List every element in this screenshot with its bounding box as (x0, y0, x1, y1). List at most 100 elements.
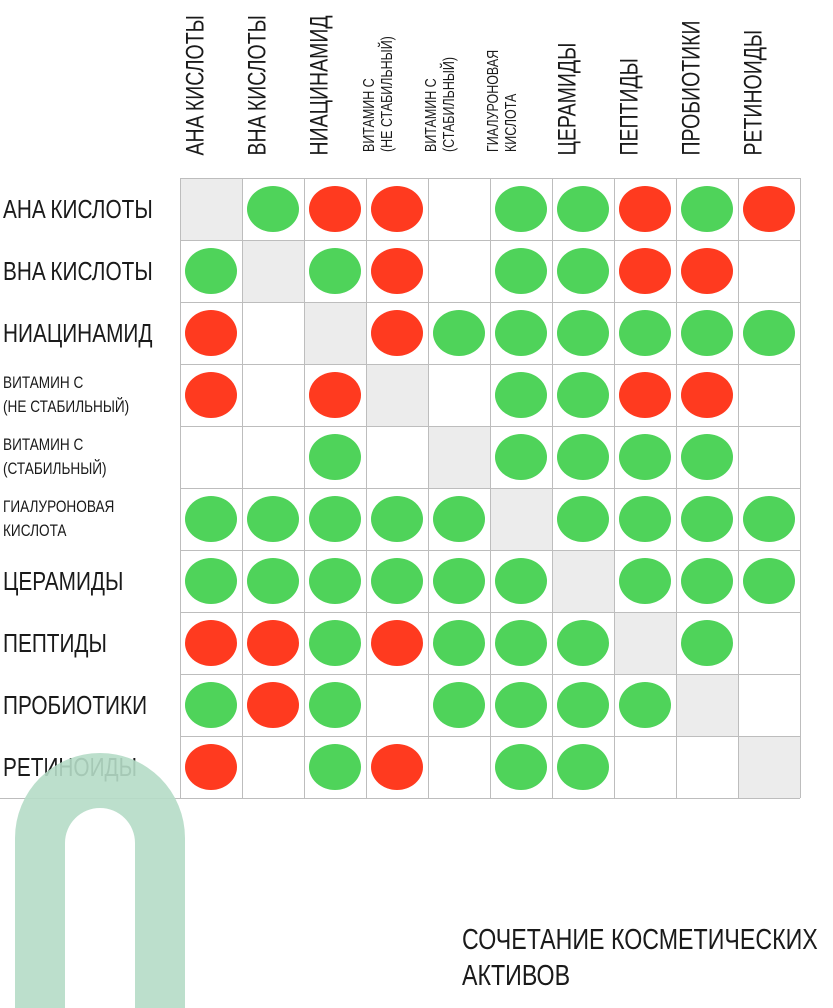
grid-cell (676, 612, 738, 674)
compatible-dot (309, 434, 361, 480)
compatible-dot (557, 496, 609, 542)
grid-cell (180, 302, 242, 364)
row-header-label: НИАЦИНАМИД (3, 317, 153, 348)
grid-cell (180, 488, 242, 550)
compatible-dot (433, 682, 485, 728)
grid-cell (304, 178, 366, 240)
grid-cell (242, 426, 304, 488)
row-header-label: ПРОБИОТИКИ (3, 689, 148, 720)
compatible-dot (309, 248, 361, 294)
diagonal-cell (490, 488, 552, 550)
compatible-dot (433, 496, 485, 542)
grid-cell (366, 736, 428, 798)
row-header-label: AHA КИСЛОТЫ (3, 193, 153, 224)
grid-cell (614, 426, 676, 488)
grid-cell (614, 240, 676, 302)
footer-title-line-2: АКТИВОВ (462, 960, 571, 992)
compatible-dot (619, 434, 671, 480)
row-header: ГИАЛУРОНОВАЯ КИСЛОТА (3, 488, 178, 550)
grid-cell (738, 674, 800, 736)
grid-cell (242, 364, 304, 426)
grid-cell (676, 488, 738, 550)
grid-cell (614, 488, 676, 550)
grid-cell (366, 178, 428, 240)
diagonal-cell (180, 178, 242, 240)
grid-cell (304, 736, 366, 798)
grid-cell (242, 178, 304, 240)
compatible-dot (743, 310, 795, 356)
grid-cell (490, 302, 552, 364)
grid-cell (738, 488, 800, 550)
grid-cell (242, 736, 304, 798)
grid-cell (738, 612, 800, 674)
compatible-dot (557, 372, 609, 418)
incompatible-dot (309, 186, 361, 232)
compatible-dot (495, 434, 547, 480)
grid-cell (738, 302, 800, 364)
column-header: ВИТАМИН С (СТАБИЛЬНЫЙ) (423, 0, 490, 178)
grid-cell (738, 426, 800, 488)
column-header-label: ГИАЛУРОНОВАЯ КИСЛОТА (485, 49, 520, 152)
column-header-label: ВИТАМИН С (СТАБИЛЬНЫЙ) (423, 56, 458, 152)
row-header: НИАЦИНАМИД (3, 302, 178, 364)
grid-cell (552, 240, 614, 302)
incompatible-dot (185, 620, 237, 666)
column-header-label: BHA КИСЛОТЫ (243, 15, 272, 156)
grid-cell (242, 302, 304, 364)
grid-cell (614, 550, 676, 612)
grid-cell (676, 178, 738, 240)
column-header: ПРОБИОТИКИ (676, 0, 738, 178)
column-header: BHA КИСЛОТЫ (242, 0, 304, 178)
grid-cell (676, 550, 738, 612)
column-header-label: AHA КИСЛОТЫ (181, 15, 210, 156)
compatible-dot (495, 248, 547, 294)
grid-cell (490, 736, 552, 798)
grid-line-horizontal (180, 240, 800, 241)
compatible-dot (681, 558, 733, 604)
grid-line-horizontal (0, 798, 800, 799)
grid-cell (552, 674, 614, 736)
grid-cell (428, 736, 490, 798)
grid-cell (614, 364, 676, 426)
row-header: AHA КИСЛОТЫ (3, 178, 178, 240)
grid-cell (552, 364, 614, 426)
grid-cell (738, 550, 800, 612)
row-header-label: ЦЕРАМИДЫ (3, 565, 124, 596)
compatible-dot (743, 558, 795, 604)
compatible-dot (309, 620, 361, 666)
grid-cell (304, 240, 366, 302)
column-header: РЕТИНОИДЫ (738, 0, 800, 178)
compatible-dot (371, 558, 423, 604)
compatible-dot (495, 620, 547, 666)
compatible-dot (557, 744, 609, 790)
grid-cell (180, 240, 242, 302)
grid-cell (614, 302, 676, 364)
grid-cell (180, 612, 242, 674)
grid-cell (490, 674, 552, 736)
grid-cell (552, 612, 614, 674)
grid-cell (676, 736, 738, 798)
compatible-dot (309, 682, 361, 728)
compatible-dot (309, 558, 361, 604)
row-header: BHA КИСЛОТЫ (3, 240, 178, 302)
grid-cell (428, 612, 490, 674)
compatible-dot (619, 310, 671, 356)
grid-cell (242, 674, 304, 736)
column-header-label: ВИТАМИН С (НЕ СТАБИЛЬНЫЙ) (361, 36, 396, 152)
diagonal-cell (428, 426, 490, 488)
grid-cell (304, 550, 366, 612)
grid-line-horizontal (180, 674, 800, 675)
grid-cell (552, 488, 614, 550)
compatible-dot (557, 248, 609, 294)
grid-cell (180, 674, 242, 736)
grid-cell (490, 612, 552, 674)
compatible-dot (681, 496, 733, 542)
compatible-dot (557, 186, 609, 232)
brand-logo-icon (15, 753, 185, 1008)
compatible-dot (681, 186, 733, 232)
incompatible-dot (247, 620, 299, 666)
incompatible-dot (619, 372, 671, 418)
grid-cell (366, 674, 428, 736)
incompatible-dot (619, 248, 671, 294)
grid-cell (304, 426, 366, 488)
